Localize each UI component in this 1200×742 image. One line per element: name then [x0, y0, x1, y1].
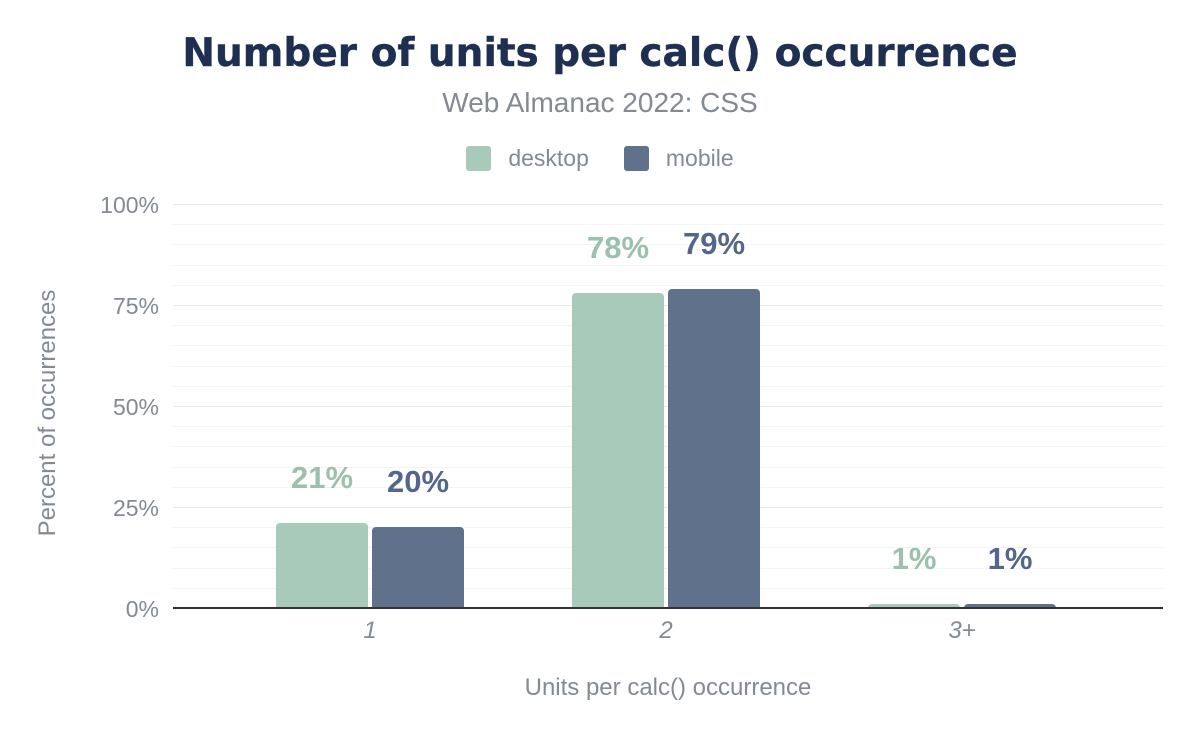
bar-value-label-mobile-2: 79%	[682, 225, 746, 261]
y-tick-label-25%: 25%	[112, 495, 159, 521]
bar-desktop-2[interactable]	[572, 292, 664, 608]
legend-item-desktop[interactable]: desktop	[466, 145, 589, 172]
chart-subtitle: Web Almanac 2022: CSS	[442, 87, 758, 118]
bar-mobile-1[interactable]	[372, 527, 464, 608]
x-axis-title: Units per calc() occurrence	[524, 674, 812, 701]
bar-value-label-desktop-3+: 1%	[891, 540, 937, 576]
x-tick-label-2: 2	[659, 617, 673, 644]
minor-gridline-80	[173, 284, 1163, 286]
x-axis-line	[173, 607, 1163, 609]
legend-swatch-mobile	[623, 145, 649, 171]
legend-swatch-desktop	[466, 145, 492, 171]
minor-gridline-90	[173, 244, 1163, 246]
bar-mobile-3+[interactable]	[964, 603, 1056, 608]
major-gridline-100	[173, 204, 1163, 205]
y-tick-label-50%: 50%	[112, 394, 159, 420]
bar-value-label-mobile-3+: 1%	[987, 540, 1033, 576]
minor-gridline-95	[173, 224, 1163, 226]
legend-label-desktop: desktop	[508, 144, 589, 171]
bar-value-label-desktop-1: 21%	[290, 460, 354, 496]
bar-mobile-2[interactable]	[668, 288, 760, 608]
bar-desktop-3+[interactable]	[868, 603, 960, 608]
plot-area: 21% 20% 78% 79% 1% 1%	[173, 204, 1163, 609]
bar-value-label-mobile-1: 20%	[386, 464, 450, 500]
y-tick-label-75%: 75%	[112, 293, 159, 319]
chart-title: Number of units per calc() occurrence	[182, 31, 1018, 76]
minor-gridline-85	[173, 264, 1163, 266]
y-tick-label-0%: 0%	[125, 596, 159, 622]
x-tick-label-1: 1	[363, 617, 377, 644]
bar-value-label-desktop-2: 78%	[586, 229, 650, 265]
legend-label-mobile: mobile	[665, 144, 734, 171]
bar-desktop-1[interactable]	[276, 523, 368, 608]
y-axis-title-text: Percent of occurrences	[34, 289, 61, 537]
legend-item-mobile[interactable]: mobile	[623, 144, 734, 172]
legend: desktop mobile	[0, 145, 1200, 171]
x-tick-label-3+: 3+	[948, 617, 976, 644]
y-tick-label-100%: 100%	[100, 192, 159, 218]
